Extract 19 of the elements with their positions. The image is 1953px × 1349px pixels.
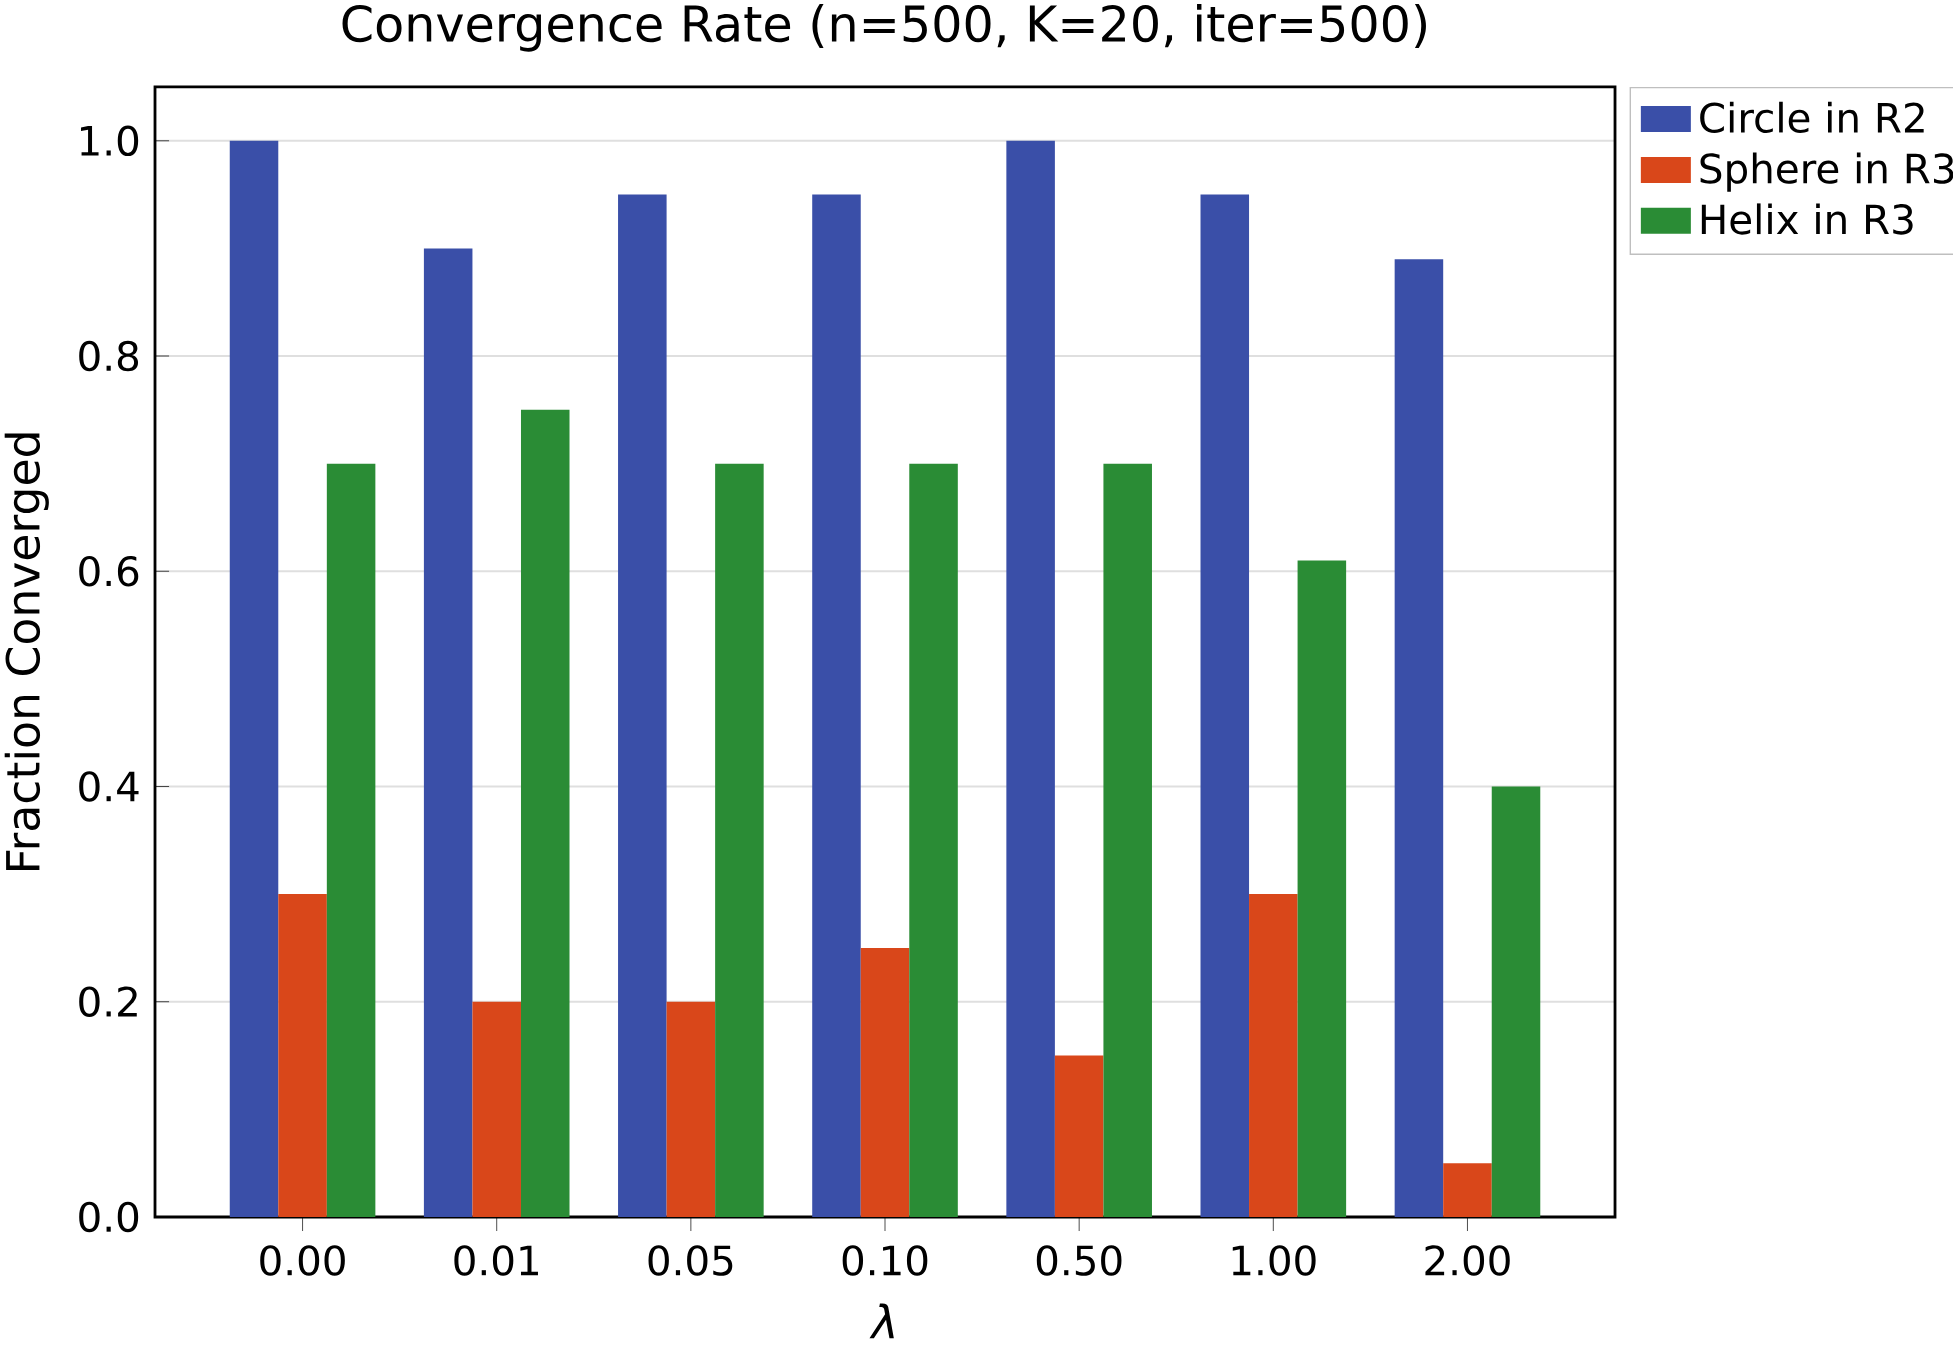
x-axis-title: λ bbox=[869, 1303, 894, 1339]
y-tick-label: 1.0 bbox=[81, 125, 139, 157]
y-axis-title: Fraction Converged bbox=[4, 433, 49, 870]
y-tick-label: 0.8 bbox=[79, 340, 139, 372]
y-tick-label: 0.4 bbox=[79, 771, 139, 802]
y-tick-label: 0.2 bbox=[79, 986, 137, 1018]
y-tick-label: 0.6 bbox=[79, 556, 139, 587]
legend-label: Circle in R2 bbox=[1700, 101, 1924, 134]
x-tick-label: 1.00 bbox=[1232, 1245, 1316, 1276]
x-tick-label: 2.00 bbox=[1425, 1245, 1510, 1276]
x-tick-label: 0.50 bbox=[1036, 1245, 1122, 1276]
x-tick-label: 0.05 bbox=[648, 1245, 733, 1276]
y-tick-label: 0.0 bbox=[79, 1201, 139, 1233]
x-tick-label: 0.01 bbox=[454, 1245, 538, 1276]
legend-label: Sphere in R3 bbox=[1700, 152, 1953, 192]
x-tick-label: 0.00 bbox=[260, 1245, 345, 1276]
chart-title: Convergence Rate (n=500, K=20, iter=500) bbox=[342, 4, 1426, 52]
legend-label: Helix in R3 bbox=[1701, 203, 1913, 235]
x-tick-label: 0.10 bbox=[842, 1245, 928, 1276]
